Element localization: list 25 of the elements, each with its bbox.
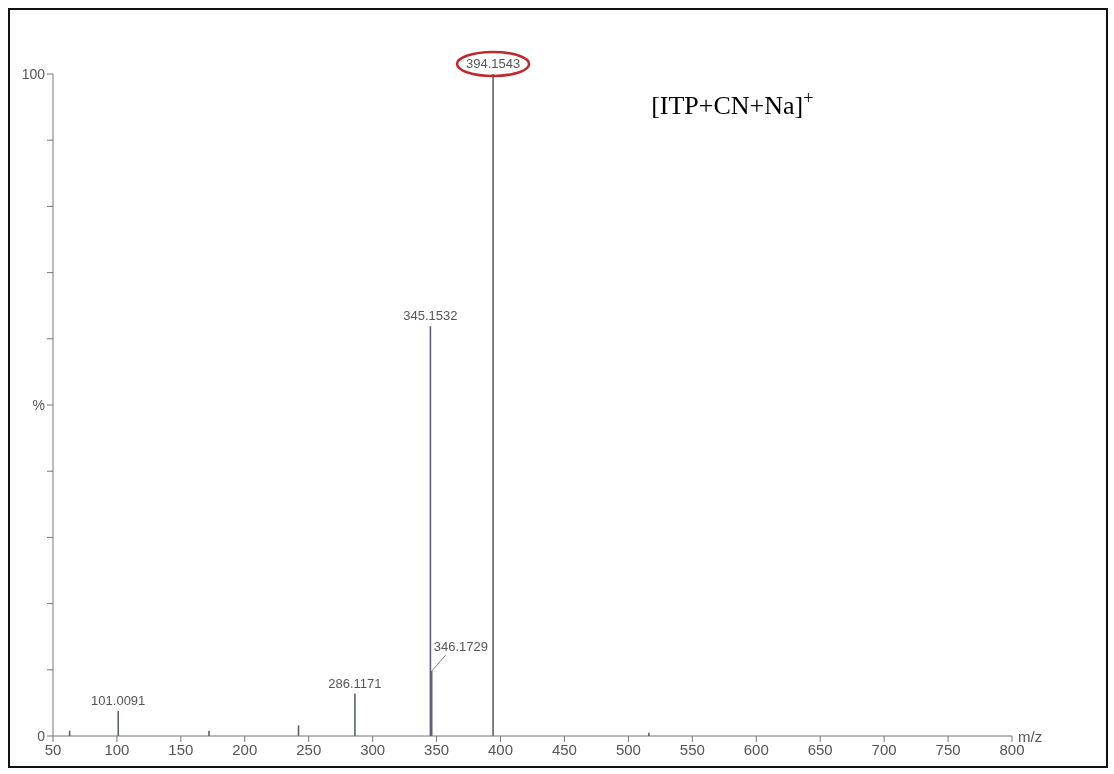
annotation: 345.1532 — [403, 308, 458, 324]
x-tick-label: 100 — [104, 740, 130, 758]
annotation: 346.1729 — [433, 639, 488, 655]
x-tick-label: 600 — [743, 740, 769, 758]
y-tick-label: 0 — [37, 727, 46, 744]
x-tick-label: 200 — [232, 740, 258, 758]
x-tick-label: 50 — [44, 740, 62, 758]
x-tick-label: 550 — [679, 740, 705, 758]
annotation: 286.1171 — [328, 675, 382, 691]
x-tick-label: 500 — [615, 740, 641, 758]
x-tick-label: 400 — [488, 740, 514, 758]
x-tick-label: 450 — [551, 740, 577, 758]
x-tick-label: 750 — [935, 740, 961, 758]
x-tick-label: 700 — [871, 740, 897, 758]
annotation: 101.0091 — [91, 692, 146, 708]
x-tick-label: 350 — [424, 740, 450, 758]
x-tick-label: 650 — [807, 740, 833, 758]
annotation: [ITP+CN+Na]$^{+}$ — [651, 88, 814, 120]
annotation: 394.1543 — [465, 56, 521, 71]
x-tick-label: 250 — [296, 740, 322, 758]
x-tick-label: 300 — [360, 740, 386, 758]
y-tick-label: 100 — [21, 65, 46, 82]
x-axis-title: m/z — [1018, 728, 1043, 745]
x-tick-label: 150 — [168, 740, 194, 758]
y-tick-label: % — [32, 396, 45, 413]
